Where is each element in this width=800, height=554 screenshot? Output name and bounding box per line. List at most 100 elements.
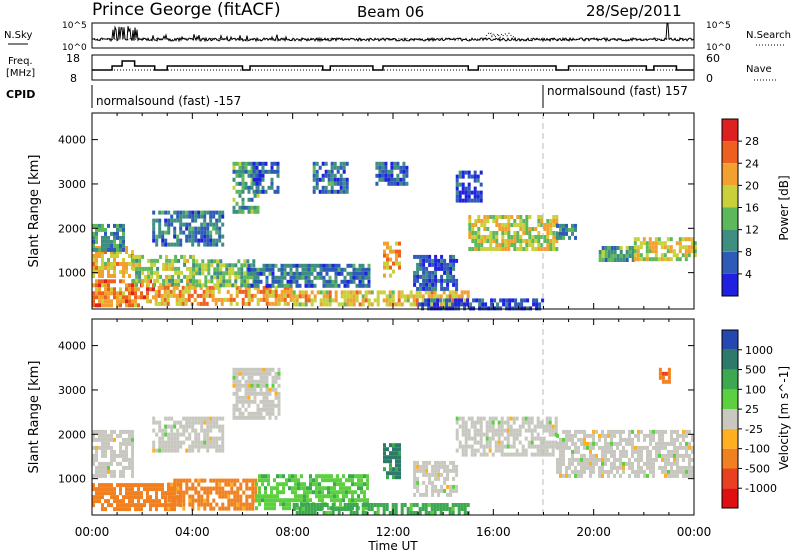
heatmap-cell — [543, 235, 547, 239]
heatmap-cell — [271, 263, 275, 268]
heatmap-cell — [276, 490, 279, 495]
heatmap-cell — [253, 367, 257, 372]
heatmap-cell — [170, 214, 174, 219]
heatmap-cell — [491, 428, 495, 433]
heatmap-cell — [530, 420, 534, 425]
heatmap-cell — [480, 247, 484, 251]
heatmap-cell — [175, 293, 179, 298]
heatmap-cell — [500, 432, 504, 437]
heatmap-cell — [481, 306, 485, 311]
heatmap-cell — [451, 302, 455, 307]
heatmap-cell — [421, 306, 425, 311]
heatmap-cell — [542, 448, 546, 453]
heatmap-cell — [238, 173, 242, 178]
heatmap-cell — [643, 433, 646, 438]
heatmap-cell — [172, 289, 176, 294]
heatmap-cell — [676, 469, 679, 474]
heatmap-cell — [185, 424, 189, 429]
heatmap-cell — [241, 403, 245, 408]
heatmap-cell — [98, 303, 101, 308]
heatmap-cell — [327, 506, 330, 511]
heatmap-cell — [236, 478, 240, 483]
heatmap-cell — [125, 453, 128, 458]
heatmap-cell — [277, 301, 281, 306]
heatmap-cell — [267, 494, 270, 499]
heatmap-cell — [488, 444, 492, 449]
heatmap-cell — [342, 486, 345, 491]
heatmap-cell — [294, 474, 297, 479]
heatmap-cell — [554, 416, 558, 421]
heatmap-cell — [479, 432, 483, 437]
heatmap-cell — [92, 445, 95, 450]
heatmap-cell — [138, 262, 142, 267]
heatmap-cell — [604, 433, 607, 438]
heatmap-cell — [95, 235, 98, 240]
heatmap-cell — [264, 161, 268, 166]
heatmap-cell — [149, 503, 152, 508]
heatmap-cell — [270, 177, 274, 182]
heatmap-cell — [247, 399, 251, 404]
heatmap-cell — [565, 429, 568, 434]
heatmap-cell — [476, 448, 480, 453]
heatmap-cell — [119, 469, 122, 474]
heatmap-cell — [152, 503, 155, 508]
heatmap-cell — [446, 274, 450, 279]
heatmap-cell — [235, 403, 239, 408]
heatmap-cell — [256, 289, 260, 294]
heatmap-cell — [445, 302, 449, 307]
heatmap-cell — [678, 249, 682, 254]
heatmap-cell — [233, 498, 237, 503]
heatmap-cell — [251, 502, 255, 507]
heatmap-cell — [119, 499, 122, 504]
heatmap-cell — [173, 478, 177, 483]
heatmap-cell — [540, 243, 544, 247]
heatmap-cell — [243, 275, 247, 280]
heatmap-cell — [113, 491, 116, 496]
heatmap-cell — [188, 234, 192, 239]
heatmap-cell — [313, 503, 317, 507]
heatmap-cell — [101, 507, 104, 512]
heatmap-cell — [113, 274, 116, 278]
heatmap-cell — [116, 483, 119, 488]
heatmap-cell — [383, 447, 386, 452]
heatmap-cell — [507, 247, 511, 251]
heatmap-cell — [325, 271, 329, 276]
heatmap-cell — [292, 503, 296, 507]
heatmap-cell — [119, 287, 122, 292]
heatmap-cell — [571, 227, 574, 232]
heatmap-cell — [546, 231, 550, 235]
heatmap-cell — [488, 448, 492, 453]
heatmap-cell — [551, 428, 555, 433]
heatmap-cell — [406, 298, 410, 303]
y-tick-label: 2000 — [58, 428, 86, 441]
heatmap-cell — [530, 452, 534, 457]
heatmap-cell — [265, 411, 269, 416]
heatmap-cell — [532, 298, 536, 303]
heatmap-cell — [167, 424, 171, 429]
heatmap-cell — [463, 290, 467, 295]
heatmap-cell — [455, 468, 459, 473]
heatmap-cell — [250, 177, 254, 182]
heatmap-cell — [361, 279, 365, 284]
heatmap-cell — [215, 482, 219, 487]
heatmap-cell — [216, 259, 220, 264]
heatmap-cell — [673, 469, 676, 474]
heatmap-cell — [289, 289, 293, 294]
heatmap-cell — [164, 448, 168, 453]
heatmap-cell — [395, 261, 398, 266]
heatmap-cell — [330, 498, 333, 503]
heatmap-cell — [676, 449, 679, 454]
heatmap-cell — [268, 293, 272, 298]
heatmap-cell — [379, 503, 383, 507]
heatmap-cell — [340, 290, 344, 295]
heatmap-cell — [583, 437, 586, 442]
heatmap-cell — [197, 478, 201, 483]
heatmap-cell — [92, 239, 95, 244]
heatmap-cell — [385, 294, 389, 299]
heatmap-cell — [336, 165, 340, 170]
heatmap-cell — [298, 294, 302, 299]
heatmap-cell — [431, 492, 435, 497]
heatmap-cell — [236, 506, 240, 511]
heatmap-cell — [452, 262, 456, 267]
heatmap-cell — [443, 270, 447, 275]
